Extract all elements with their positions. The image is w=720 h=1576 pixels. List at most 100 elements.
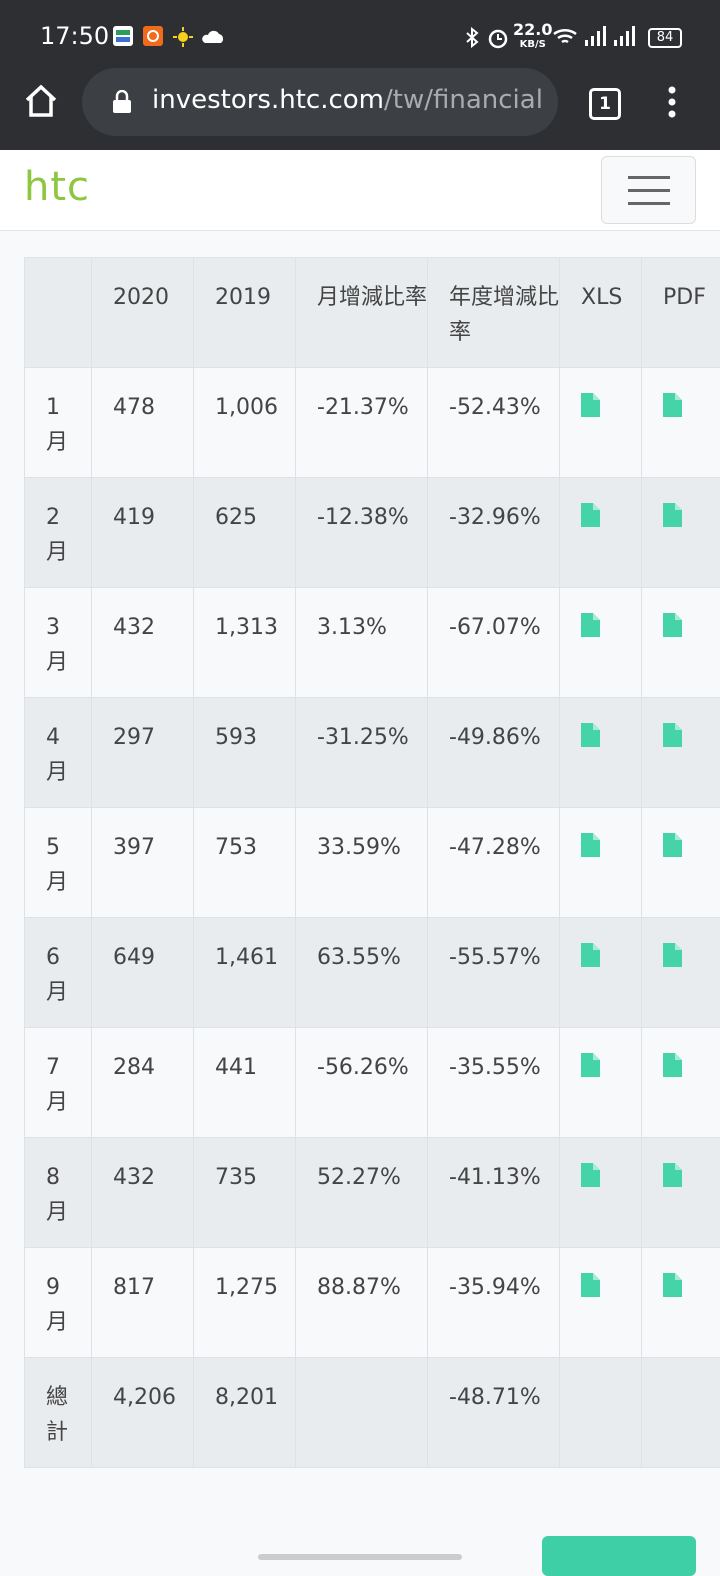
cell: 1,275 [194,1248,296,1358]
download-cell [642,368,720,478]
month-cell: 3月 [25,588,92,698]
month-cell: 7月 [25,1028,92,1138]
header-cell: 2019 [194,258,296,368]
notification-icons [113,26,223,50]
download-cell [560,478,642,588]
file-icon[interactable] [663,833,720,868]
cell: -56.26% [296,1028,428,1138]
cell: 397 [92,808,194,918]
download-cell [560,1138,642,1248]
file-icon[interactable] [663,613,720,648]
cell: -47.28% [428,808,560,918]
header-cell: 年度增減比率 [428,258,560,368]
tab-count[interactable]: 1 [589,88,621,120]
header-cell: 2020 [92,258,194,368]
month-cell: 8月 [25,1138,92,1248]
file-icon[interactable] [663,393,720,428]
header-cell: XLS [560,258,642,368]
url-host: investors.htc.com [152,85,384,115]
url-bar[interactable]: investors.htc.com/tw/financial-i [82,68,558,136]
cell: -12.38% [296,478,428,588]
cell: -49.86% [428,698,560,808]
clock: 17:50 [40,22,109,50]
net-speed-value: 22.0 [513,20,552,39]
file-icon[interactable] [581,393,641,428]
file-icon[interactable] [581,1273,641,1308]
month-cell: 6月 [25,918,92,1028]
scroll-indicator [258,1554,462,1560]
file-icon[interactable] [663,943,720,978]
file-icon[interactable] [581,833,641,868]
month-cell: 4月 [25,698,92,808]
download-cell [560,918,642,1028]
download-cell [642,1138,720,1248]
file-icon[interactable] [581,943,641,978]
cell: -35.55% [428,1028,560,1138]
lock-icon [112,90,132,114]
cell: 649 [92,918,194,1028]
file-icon[interactable] [663,503,720,538]
download-cell [560,368,642,478]
file-icon[interactable] [581,503,641,538]
cell: -48.71% [428,1358,560,1468]
cell [296,1358,428,1468]
download-cell [642,1248,720,1358]
file-icon[interactable] [581,1163,641,1198]
cell: 735 [194,1138,296,1248]
cell: 4,206 [92,1358,194,1468]
more-button[interactable] [542,1536,696,1576]
download-cell [642,808,720,918]
download-cell [642,698,720,808]
cell: 52.27% [296,1138,428,1248]
signal-icons [552,26,642,48]
url-path: /tw/financial-i [384,85,542,115]
cell: 753 [194,808,296,918]
nav-toggle[interactable] [601,156,696,224]
home-button[interactable] [24,84,58,118]
download-cell [560,698,642,808]
menu-button[interactable] [666,86,678,118]
cell: -41.13% [428,1138,560,1248]
bt-alarm-icons [465,27,510,49]
file-icon[interactable] [663,1053,720,1088]
cell: 478 [92,368,194,478]
file-icon[interactable] [581,1053,641,1088]
month-cell: 1月 [25,368,92,478]
file-icon[interactable] [663,1163,720,1198]
battery: 84 [648,28,682,48]
file-icon[interactable] [663,1273,720,1308]
logo[interactable]: htc [24,164,90,210]
cell: 625 [194,478,296,588]
file-icon[interactable] [663,723,720,758]
header-cell: PDF [642,258,720,368]
file-icon[interactable] [581,613,641,648]
download-cell [642,918,720,1028]
cell [560,1358,642,1468]
total-label: 總計 [25,1358,92,1468]
cell [642,1358,720,1468]
file-icon[interactable] [581,723,641,758]
download-cell [642,588,720,698]
cell: 432 [92,1138,194,1248]
cell: 432 [92,588,194,698]
cell: -52.43% [428,368,560,478]
cell: 817 [92,1248,194,1358]
month-cell: 2月 [25,478,92,588]
cell: -55.57% [428,918,560,1028]
cell: 3.13% [296,588,428,698]
cell: 1,461 [194,918,296,1028]
cell: -67.07% [428,588,560,698]
